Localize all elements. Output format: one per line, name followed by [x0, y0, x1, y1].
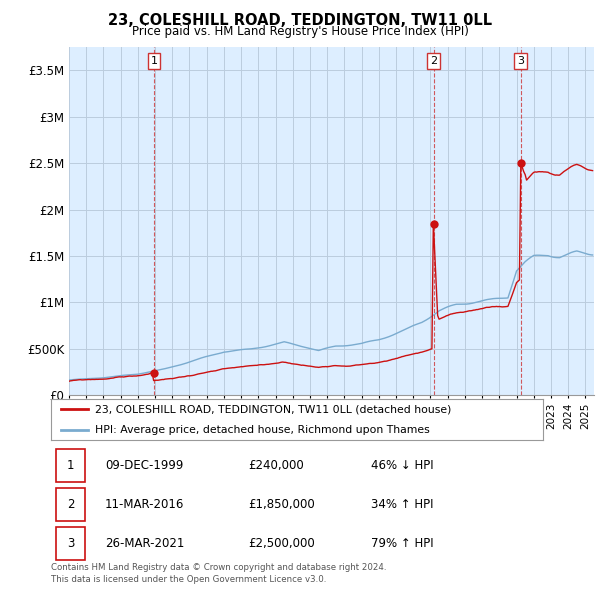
Text: 46% ↓ HPI: 46% ↓ HPI [371, 458, 433, 471]
Text: 23, COLESHILL ROAD, TEDDINGTON, TW11 0LL (detached house): 23, COLESHILL ROAD, TEDDINGTON, TW11 0LL… [95, 405, 452, 414]
Text: 3: 3 [517, 56, 524, 66]
Text: 1: 1 [151, 56, 158, 66]
Text: 79% ↑ HPI: 79% ↑ HPI [371, 537, 433, 550]
Text: 2: 2 [430, 56, 437, 66]
Text: 23, COLESHILL ROAD, TEDDINGTON, TW11 0LL: 23, COLESHILL ROAD, TEDDINGTON, TW11 0LL [108, 13, 492, 28]
Text: 11-MAR-2016: 11-MAR-2016 [105, 498, 184, 511]
Text: 3: 3 [67, 537, 74, 550]
Text: 26-MAR-2021: 26-MAR-2021 [105, 537, 184, 550]
Text: £1,850,000: £1,850,000 [248, 498, 314, 511]
FancyBboxPatch shape [56, 488, 85, 521]
Text: 09-DEC-1999: 09-DEC-1999 [105, 458, 184, 471]
FancyBboxPatch shape [56, 448, 85, 481]
Text: Price paid vs. HM Land Registry's House Price Index (HPI): Price paid vs. HM Land Registry's House … [131, 25, 469, 38]
FancyBboxPatch shape [56, 527, 85, 560]
Text: 2: 2 [67, 498, 74, 511]
Text: £2,500,000: £2,500,000 [248, 537, 314, 550]
Text: This data is licensed under the Open Government Licence v3.0.: This data is licensed under the Open Gov… [51, 575, 326, 584]
Text: 1: 1 [67, 458, 74, 471]
Text: Contains HM Land Registry data © Crown copyright and database right 2024.: Contains HM Land Registry data © Crown c… [51, 563, 386, 572]
Text: HPI: Average price, detached house, Richmond upon Thames: HPI: Average price, detached house, Rich… [95, 425, 430, 434]
Text: £240,000: £240,000 [248, 458, 304, 471]
Text: 34% ↑ HPI: 34% ↑ HPI [371, 498, 433, 511]
